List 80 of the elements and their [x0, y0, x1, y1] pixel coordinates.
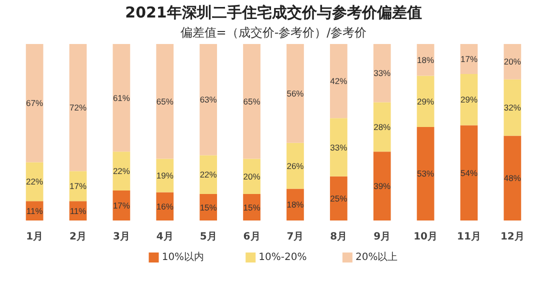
legend-label: 20%以上: [356, 251, 398, 263]
data-label: 25%: [330, 193, 348, 204]
bar: [286, 44, 304, 143]
bar: [112, 152, 130, 190]
bar: [460, 74, 478, 126]
x-tick-label: 5月: [200, 232, 217, 242]
bar: [26, 162, 44, 202]
data-label: 20%: [504, 56, 522, 67]
data-label: 16%: [156, 201, 174, 212]
data-label: 48%: [504, 173, 522, 184]
data-label: 39%: [374, 181, 392, 192]
bar: [504, 44, 522, 80]
x-tick-label: 4月: [156, 232, 174, 242]
data-label: 32%: [504, 102, 522, 113]
data-label: 17%: [460, 54, 478, 64]
chart-subtitle: 偏差值=（成交价-参考价）/参考价: [180, 26, 367, 40]
bar: [504, 136, 522, 220]
legend-label: 10%-20%: [258, 252, 307, 263]
data-label: 28%: [374, 122, 392, 132]
bar: [373, 44, 391, 102]
bar: [243, 158, 260, 194]
data-label: 29%: [460, 94, 478, 105]
bar: [200, 44, 218, 156]
data-label: 65%: [156, 96, 174, 106]
data-label: 61%: [112, 92, 130, 103]
bar: [373, 152, 391, 220]
bar: [504, 79, 522, 136]
data-label: 56%: [286, 88, 304, 98]
x-tick-label: 6月: [243, 232, 260, 242]
x-tick-label: 11月: [457, 232, 481, 242]
bar: [286, 188, 304, 220]
bar: [26, 44, 44, 162]
x-tick-label: 10月: [414, 232, 438, 242]
bar: [200, 155, 218, 194]
bar: [460, 125, 478, 220]
data-label: 20%: [243, 171, 261, 182]
data-label: 65%: [243, 96, 261, 106]
x-tick-label: 7月: [286, 232, 304, 242]
x-tick-label: 1月: [26, 232, 44, 242]
data-label: 22%: [112, 166, 130, 176]
x-tick-label: 9月: [374, 232, 391, 242]
data-label: 15%: [243, 202, 261, 212]
x-tick-label: 8月: [330, 232, 348, 242]
bar: [330, 118, 348, 176]
bar: [373, 102, 391, 152]
bar: [156, 158, 174, 192]
data-label: 72%: [70, 102, 87, 113]
data-label: 11%: [70, 206, 87, 216]
x-tick-label: 3月: [112, 232, 130, 242]
data-label: 26%: [286, 160, 304, 171]
x-tick-label: 12月: [500, 232, 524, 242]
bar: [243, 44, 260, 159]
bar: [112, 44, 130, 152]
data-label: 17%: [112, 200, 130, 210]
bar: [330, 44, 348, 118]
bar: [416, 76, 434, 127]
data-label: 18%: [417, 54, 434, 65]
chart-title: 2021年深圳二手住宅成交价与参考价偏差值: [125, 4, 422, 22]
data-label: 63%: [200, 94, 218, 105]
data-label: 29%: [417, 96, 434, 106]
data-label: 54%: [460, 168, 478, 178]
data-label: 22%: [200, 170, 218, 180]
data-label: 67%: [26, 98, 44, 108]
bar: [330, 176, 348, 220]
data-label: 18%: [286, 200, 304, 210]
bar: [69, 44, 87, 172]
data-label: 15%: [200, 202, 218, 212]
data-label: 17%: [70, 181, 87, 192]
data-label: 33%: [374, 68, 392, 78]
legend-label: 10%以内: [162, 251, 204, 263]
data-label: 53%: [417, 168, 434, 179]
bar: [156, 44, 174, 159]
data-label: 42%: [330, 76, 348, 86]
x-tick-label: 2月: [70, 232, 86, 242]
bar: [286, 142, 304, 189]
data-label: 19%: [156, 170, 174, 180]
data-label: 22%: [26, 176, 44, 187]
data-label: 33%: [330, 142, 348, 152]
bar: [416, 126, 434, 220]
data-label: 11%: [26, 206, 44, 216]
